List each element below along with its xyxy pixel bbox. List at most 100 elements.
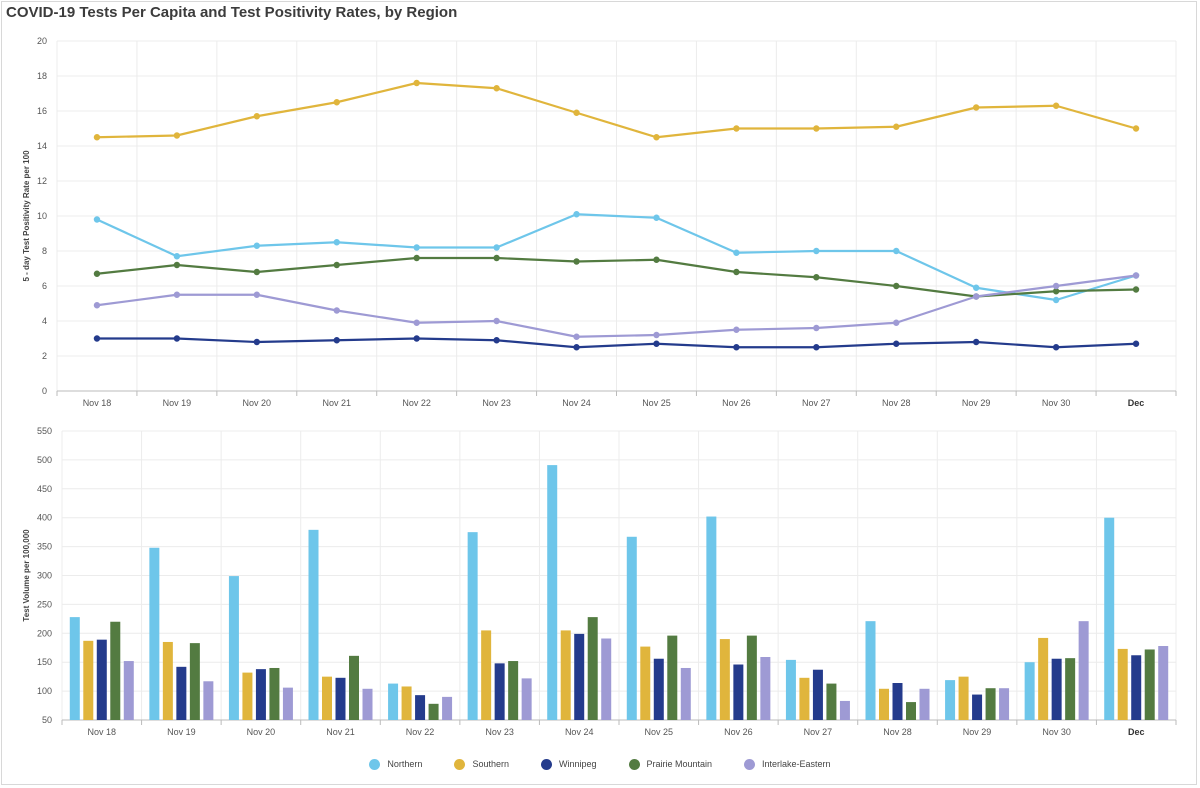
bar[interactable] — [958, 676, 969, 720]
bar[interactable] — [1131, 655, 1142, 720]
data-point[interactable] — [1132, 286, 1140, 293]
data-point[interactable] — [333, 99, 340, 106]
bar[interactable] — [269, 667, 280, 720]
legend-item[interactable]: Southern — [454, 756, 509, 772]
data-point[interactable] — [813, 125, 820, 132]
data-point[interactable] — [93, 270, 101, 277]
data-point[interactable] — [493, 337, 500, 344]
data-point[interactable] — [1052, 282, 1060, 290]
bar[interactable] — [481, 630, 492, 720]
bar[interactable] — [760, 656, 771, 720]
bar[interactable] — [494, 663, 505, 720]
bar[interactable] — [879, 688, 889, 720]
data-point[interactable] — [1052, 102, 1060, 109]
data-point[interactable] — [253, 242, 261, 249]
bar[interactable] — [349, 655, 359, 720]
data-point[interactable] — [1132, 272, 1140, 279]
bar[interactable] — [203, 681, 214, 720]
bar[interactable] — [176, 666, 187, 720]
bar[interactable] — [999, 688, 1010, 720]
data-point[interactable] — [253, 291, 261, 298]
data-point[interactable] — [733, 268, 740, 276]
data-point[interactable] — [333, 337, 340, 344]
bar[interactable] — [123, 661, 134, 720]
bar[interactable] — [96, 639, 107, 720]
bar[interactable] — [388, 683, 399, 720]
data-point[interactable] — [573, 211, 580, 218]
legend-item[interactable]: Northern — [369, 756, 422, 772]
data-point[interactable] — [653, 134, 660, 141]
data-point[interactable] — [413, 79, 420, 87]
bar[interactable] — [719, 639, 730, 720]
bar[interactable] — [255, 669, 266, 720]
bar[interactable] — [308, 529, 319, 720]
data-point[interactable] — [813, 274, 820, 281]
data-point[interactable] — [93, 216, 101, 223]
data-point[interactable] — [253, 338, 261, 346]
bar[interactable] — [799, 677, 810, 720]
data-point[interactable] — [653, 256, 660, 263]
bar[interactable] — [906, 702, 916, 720]
bar[interactable] — [415, 695, 426, 720]
data-point[interactable] — [893, 247, 900, 255]
data-point[interactable] — [173, 335, 181, 342]
data-point[interactable] — [1052, 344, 1060, 351]
data-point[interactable] — [493, 254, 500, 262]
bar[interactable] — [1038, 637, 1049, 720]
data-point[interactable] — [653, 331, 660, 339]
data-point[interactable] — [972, 293, 980, 300]
bar[interactable] — [945, 680, 956, 720]
legend-item[interactable]: Interlake-Eastern — [744, 756, 831, 772]
bar[interactable] — [467, 532, 478, 720]
data-point[interactable] — [573, 109, 580, 116]
bar[interactable] — [640, 646, 651, 720]
bar[interactable] — [110, 621, 121, 720]
bar[interactable] — [746, 635, 757, 720]
data-point[interactable] — [333, 239, 340, 246]
bar[interactable] — [1024, 662, 1035, 720]
data-point[interactable] — [333, 307, 340, 314]
data-point[interactable] — [573, 344, 580, 351]
data-point[interactable] — [253, 113, 261, 120]
bar[interactable] — [985, 688, 996, 720]
data-point[interactable] — [93, 335, 101, 342]
bar[interactable] — [428, 703, 439, 720]
bar[interactable] — [1158, 646, 1169, 720]
data-point[interactable] — [173, 291, 181, 298]
data-point[interactable] — [893, 319, 900, 326]
bar[interactable] — [335, 677, 346, 720]
bar[interactable] — [1078, 621, 1089, 720]
data-point[interactable] — [1052, 288, 1060, 295]
bar[interactable] — [1117, 648, 1128, 720]
bar[interactable] — [228, 576, 239, 720]
bar[interactable] — [282, 687, 293, 720]
data-point[interactable] — [493, 85, 500, 92]
data-point[interactable] — [733, 326, 740, 333]
data-point[interactable] — [493, 317, 500, 325]
bar[interactable] — [706, 516, 717, 720]
bar[interactable] — [1051, 658, 1062, 720]
bar[interactable] — [785, 659, 796, 720]
bar[interactable] — [362, 688, 373, 720]
bar[interactable] — [1065, 658, 1076, 720]
bar[interactable] — [653, 658, 664, 720]
legend-item[interactable]: Winnipeg — [540, 756, 597, 772]
data-point[interactable] — [93, 134, 101, 141]
data-point[interactable] — [413, 335, 420, 342]
data-point[interactable] — [413, 254, 420, 262]
data-point[interactable] — [893, 282, 900, 290]
data-point[interactable] — [173, 132, 181, 139]
bar[interactable] — [508, 661, 519, 720]
data-point[interactable] — [893, 123, 900, 130]
bar[interactable] — [626, 536, 637, 720]
data-point[interactable] — [173, 261, 181, 269]
data-point[interactable] — [972, 284, 980, 291]
data-point[interactable] — [93, 302, 101, 309]
data-point[interactable] — [1132, 340, 1140, 347]
data-point[interactable] — [972, 338, 980, 346]
data-point[interactable] — [972, 104, 980, 111]
bar[interactable] — [521, 678, 532, 720]
bar[interactable] — [587, 617, 598, 720]
data-point[interactable] — [733, 125, 740, 132]
bar[interactable] — [826, 683, 837, 720]
